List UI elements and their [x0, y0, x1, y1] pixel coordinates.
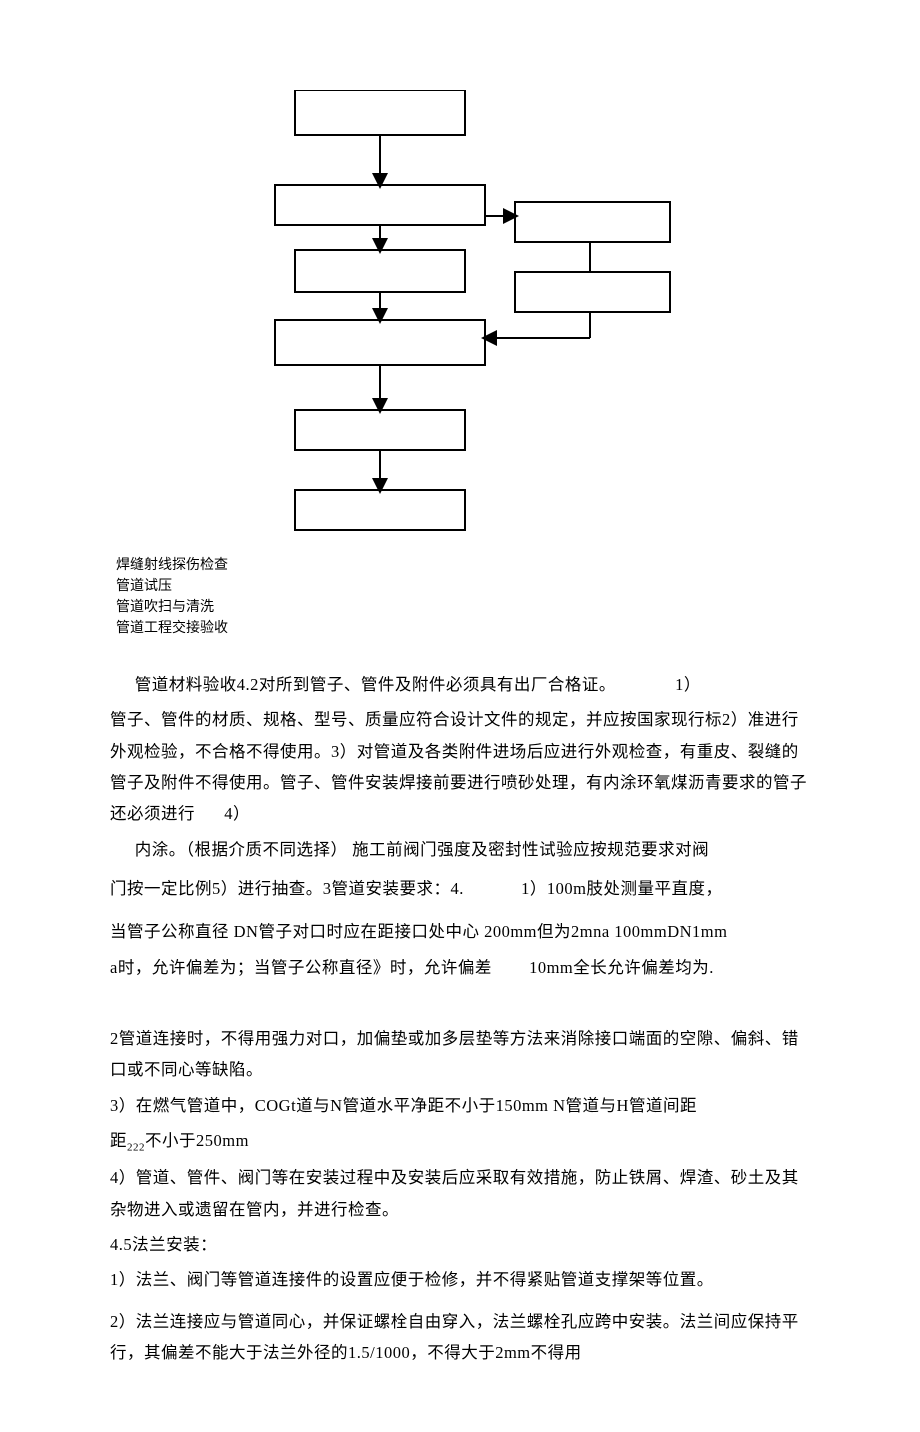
- list-item: 管道试压: [116, 576, 810, 597]
- text-run: 当管子公称直径 DN管子对口时应在距接口处中心 200mm但为2mna 100m…: [110, 922, 727, 941]
- list-item: 管道工程交接验收: [116, 618, 810, 639]
- paragraph: 2）法兰连接应与管道同心，并保证螺栓自由穿入，法兰螺栓孔应跨中安装。法兰间应保持…: [110, 1306, 810, 1369]
- text-run: 1）100m肢处测量平直度，: [521, 879, 722, 898]
- text-run: a时，允许偏差为；当管子公称直径》时，允许偏差: [110, 958, 492, 977]
- flow-step-list: 焊缝射线探伤检查 管道试压 管道吹扫与清洗 管道工程交接验收: [116, 555, 810, 639]
- text-run: 门按一定比例5）进行抽查。3管道安装要求：4.: [110, 879, 464, 898]
- flowchart-svg: [265, 90, 685, 540]
- text-run: 不小于250mm: [145, 1131, 249, 1150]
- paragraph: 2管道连接时，不得用强力对口，加偏垫或加多层垫等方法来消除接口端面的空隙、偏斜、…: [110, 1023, 810, 1086]
- flow-node: [295, 90, 465, 135]
- flowchart-diagram: [265, 90, 810, 545]
- paragraph: 3）在燃气管道中，COGt道与N管道水平净距不小于150mm N管道与H管道间距: [110, 1090, 810, 1121]
- paragraph: 当管子公称直径 DN管子对口时应在距接口处中心 200mm但为2mna 100m…: [110, 916, 810, 947]
- text-run: 10mm全长允许偏差均为.: [529, 958, 714, 977]
- paragraph: a时，允许偏差为；当管子公称直径》时，允许偏差 10mm全长允许偏差均为.: [110, 952, 810, 983]
- paragraph: 4）管道、管件、阀门等在安装过程中及安装后应采取有效措施，防止铁屑、焊渣、砂土及…: [110, 1162, 810, 1225]
- text-run: 4.5法兰安装：: [110, 1235, 217, 1254]
- text-run: 2管道连接时，不得用强力对口，加偏垫或加多层垫等方法来消除接口端面的空隙、偏斜、…: [110, 1029, 799, 1079]
- paragraph: 1）法兰、阀门等管道连接件的设置应便于检修，并不得紧贴管道支撑架等位置。: [110, 1264, 810, 1295]
- subscript: 222: [127, 1141, 145, 1153]
- flow-node: [275, 185, 485, 225]
- text-run: 距: [110, 1131, 127, 1150]
- text-run: 1）法兰、阀门等管道连接件的设置应便于检修，并不得紧贴管道支撑架等位置。: [110, 1270, 714, 1289]
- flow-node: [295, 410, 465, 450]
- flow-node: [295, 490, 465, 530]
- text-run: 4）管道、管件、阀门等在安装过程中及安装后应采取有效措施，防止铁屑、焊渣、砂土及…: [110, 1168, 799, 1218]
- text-run: 内涂。（根据介质不同选择） 施工前阀门强度及密封性试验应按规范要求对阀: [135, 840, 709, 859]
- text-run: 管子、管件的材质、规格、型号、质量应符合设计文件的规定，并应按国家现行标2）准进…: [110, 710, 807, 823]
- list-item: 焊缝射线探伤检查: [116, 555, 810, 576]
- paragraph: 4.5法兰安装：: [110, 1229, 810, 1260]
- paragraph: 内涂。（根据介质不同选择） 施工前阀门强度及密封性试验应按规范要求对阀: [110, 834, 810, 865]
- paragraph: 门按一定比例5）进行抽查。3管道安装要求：4. 1）100m肢处测量平直度，: [110, 873, 810, 904]
- paragraph: 距222不小于250mm: [110, 1125, 810, 1158]
- flow-node: [515, 272, 670, 312]
- text-run: 1）: [675, 675, 701, 694]
- paragraph: 管子、管件的材质、规格、型号、质量应符合设计文件的规定，并应按国家现行标2）准进…: [110, 704, 810, 829]
- text-run: 管道材料验收4.2对所到管子、管件及附件必须具有出厂合格证。: [135, 675, 616, 694]
- flow-node: [295, 250, 465, 292]
- text-run: 4）: [224, 804, 250, 823]
- flow-node: [515, 202, 670, 242]
- text-run: 2）法兰连接应与管道同心，并保证螺栓自由穿入，法兰螺栓孔应跨中安装。法兰间应保持…: [110, 1312, 799, 1362]
- document-body: 管道材料验收4.2对所到管子、管件及附件必须具有出厂合格证。 1） 管子、管件的…: [110, 669, 810, 1368]
- text-run: 3）在燃气管道中，COGt道与N管道水平净距不小于150mm N管道与H管道间距: [110, 1096, 697, 1115]
- list-item: 管道吹扫与清洗: [116, 597, 810, 618]
- paragraph: 管道材料验收4.2对所到管子、管件及附件必须具有出厂合格证。 1）: [110, 669, 810, 700]
- flow-node: [275, 320, 485, 365]
